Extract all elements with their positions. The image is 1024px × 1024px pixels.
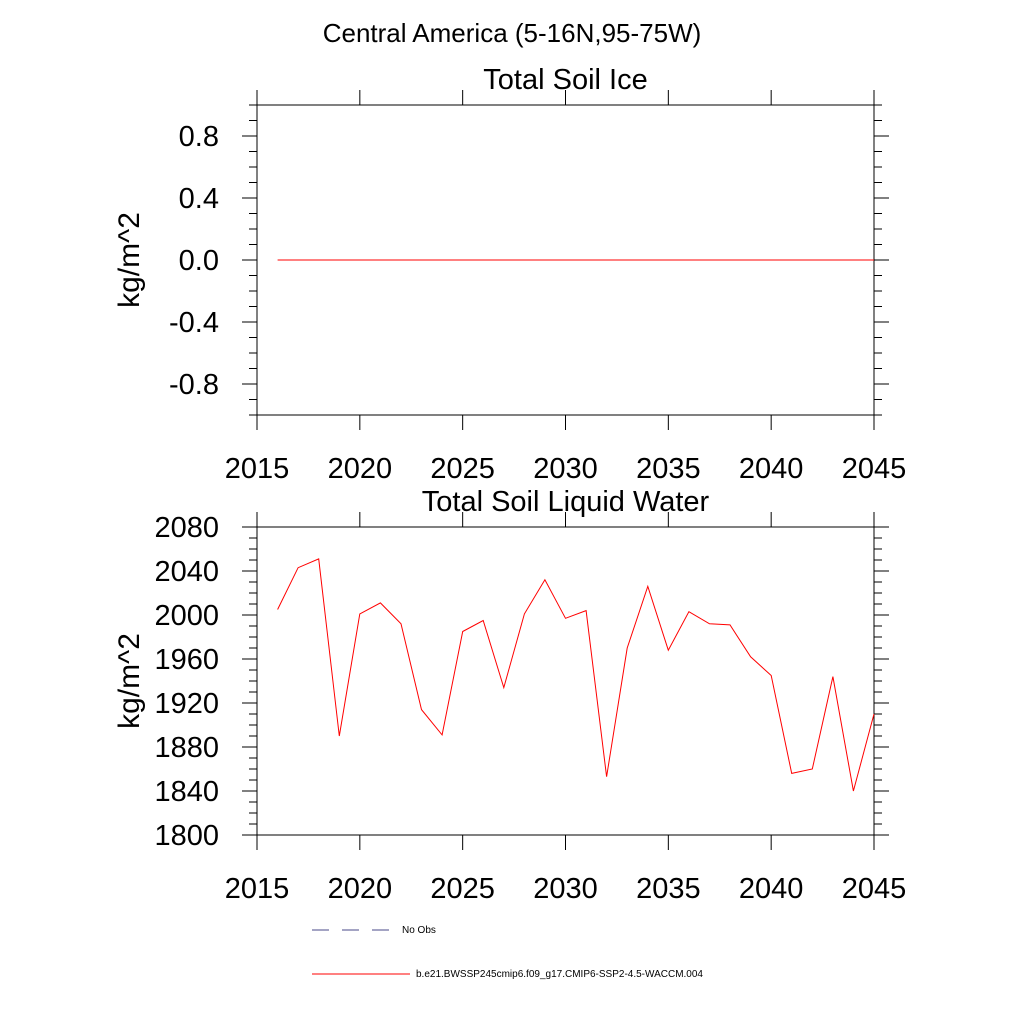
x-tick-label: 2045: [842, 873, 907, 905]
y-tick-label: 2080: [154, 512, 219, 544]
x-tick-label: 2030: [533, 453, 598, 485]
x-tick-label: 2020: [328, 873, 393, 905]
main-title: Central America (5-16N,95-75W): [323, 18, 702, 48]
x-tick-label: 2015: [225, 453, 290, 485]
x-tick-label: 2035: [636, 453, 701, 485]
x-tick-label: 2015: [225, 873, 290, 905]
legend: No Obs b.e21.BWSSP245cmip6.f09_g17.CMIP6…: [312, 925, 703, 980]
y-tick-label: 2000: [154, 600, 219, 632]
y-tick-label: 0.8: [179, 121, 219, 153]
y-tick-label: 1840: [154, 776, 219, 808]
y-tick-label: 0.4: [179, 183, 219, 215]
y-tick-label: 1880: [154, 732, 219, 764]
y-tick-label: -0.4: [169, 307, 219, 339]
x-tick-label: 2040: [739, 873, 804, 905]
x-tick-label: 2045: [842, 453, 907, 485]
legend-label-model-run: b.e21.BWSSP245cmip6.f09_g17.CMIP6-SSP2-4…: [416, 969, 703, 980]
x-tick-label: 2040: [739, 453, 804, 485]
x-tick-label: 2025: [430, 873, 495, 905]
y-axis-label: kg/m^2: [113, 212, 146, 308]
x-tick-label: 2035: [636, 873, 701, 905]
legend-item-model-run: b.e21.BWSSP245cmip6.f09_g17.CMIP6-SSP2-4…: [312, 969, 703, 980]
x-tick-label: 2030: [533, 873, 598, 905]
y-axis-label: kg/m^2: [113, 633, 146, 729]
series-line: [277, 558, 875, 792]
y-tick-label: 1920: [154, 688, 219, 720]
y-tick-label: 1960: [154, 644, 219, 676]
y-tick-label: 0.0: [179, 245, 219, 277]
y-tick-label: 2040: [154, 556, 219, 588]
x-tick-label: 2025: [430, 453, 495, 485]
legend-item-no-obs: No Obs: [312, 925, 436, 936]
y-tick-label: 1800: [154, 820, 219, 852]
y-tick-label: -0.8: [169, 369, 219, 401]
legend-label-no-obs: No Obs: [402, 925, 436, 936]
x-tick-label: 2020: [328, 453, 393, 485]
plot-frame: [256, 526, 875, 836]
